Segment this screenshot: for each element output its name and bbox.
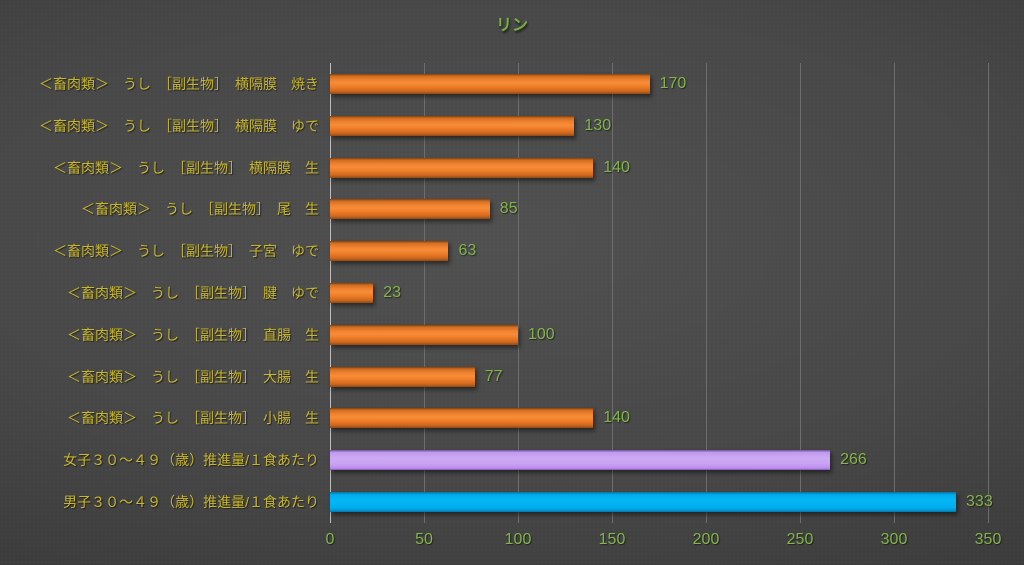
bar-row: ＜畜肉類＞ うし ［副生物］ 腱 ゆで 23 [0, 272, 1024, 314]
category-label: ＜畜肉類＞ うし ［副生物］ 腱 ゆで [67, 284, 319, 301]
bar-track: 63 [330, 241, 1024, 262]
value-label: 130 [584, 116, 612, 134]
bar-row: ＜畜肉類＞ うし ［副生物］ 子宮 ゆで 63 [0, 230, 1024, 272]
x-tick-label: 250 [786, 531, 814, 548]
value-label: 170 [659, 74, 687, 92]
category-label: 女子３０～４９（歳）推進量/１食あたり [63, 452, 319, 469]
category-label: 男子３０～４９（歳）推進量/１食あたり [63, 494, 319, 511]
x-tick-label: 50 [415, 531, 433, 548]
bar-row: ＜畜肉類＞ うし ［副生物］ 尾 生 85 [0, 188, 1024, 230]
gridline [706, 63, 707, 523]
gridline [424, 63, 425, 523]
bar[interactable] [330, 492, 957, 513]
gridline [800, 63, 801, 523]
value-label: 23 [383, 283, 402, 301]
value-label: 140 [603, 158, 630, 176]
gridline [518, 63, 519, 523]
value-label: 100 [528, 325, 555, 343]
value-label: 140 [603, 409, 630, 427]
bar-track: 140 [330, 408, 1024, 429]
category-label: ＜畜肉類＞ うし ［副生物］ 大腸 生 [67, 368, 319, 385]
x-tick-label: 0 [325, 531, 335, 548]
x-tick-label: 300 [880, 531, 908, 548]
gridline [894, 63, 895, 523]
bar[interactable] [330, 450, 831, 471]
value-label: 85 [499, 200, 518, 218]
value-label: 333 [966, 493, 993, 511]
bar-track: 170 [330, 73, 1024, 94]
bar[interactable] [330, 73, 650, 94]
chart-title: リン [495, 17, 528, 34]
bar[interactable] [330, 366, 475, 387]
bar-row: ＜畜肉類＞ うし ［副生物］ 大腸 生 77 [0, 356, 1024, 398]
bar[interactable] [330, 157, 594, 178]
value-label: 266 [840, 451, 867, 469]
bar-track: 85 [330, 199, 1024, 220]
bar-row: 女子３０～４９（歳）推進量/１食あたり 266 [0, 439, 1024, 481]
bar[interactable] [330, 408, 594, 429]
value-label: 63 [458, 242, 477, 260]
bar-track: 140 [330, 157, 1024, 178]
bar[interactable] [330, 115, 575, 136]
bar-row: ＜畜肉類＞ うし ［副生物］ 横隔膜 ゆで 130 [0, 105, 1024, 147]
bar[interactable] [330, 324, 518, 345]
bar-track: 100 [330, 324, 1024, 345]
bar-track: 130 [330, 115, 1024, 136]
category-label: ＜畜肉類＞ うし ［副生物］ 横隔膜 焼き [39, 75, 319, 92]
bar[interactable] [330, 241, 449, 262]
category-label: ＜畜肉類＞ うし ［副生物］ 横隔膜 ゆで [39, 117, 319, 134]
bar-row: ＜畜肉類＞ うし ［副生物］ 小腸 生 140 [0, 398, 1024, 440]
bar-track: 77 [330, 366, 1024, 387]
x-tick-label: 100 [504, 531, 532, 548]
bar-track: 266 [330, 450, 1024, 471]
category-label: ＜畜肉類＞ うし ［副生物］ 小腸 生 [67, 410, 319, 427]
bar-row: 男子３０～４９（歳）推進量/１食あたり 333 [0, 481, 1024, 523]
bar-row: ＜畜肉類＞ うし ［副生物］ 直腸 生 100 [0, 314, 1024, 356]
bar[interactable] [330, 199, 490, 220]
bar-row: ＜畜肉類＞ うし ［副生物］ 横隔膜 焼き 170 [0, 63, 1024, 105]
category-label: ＜畜肉類＞ うし ［副生物］ 横隔膜 生 [53, 159, 319, 176]
x-axis: 0 50 100 150 200 250 300 350 [326, 531, 1002, 553]
x-tick-label: 350 [974, 531, 1002, 548]
gridline [612, 63, 613, 523]
category-label: ＜畜肉類＞ うし ［副生物］ 尾 生 [81, 201, 319, 218]
gridline [988, 63, 989, 523]
value-label: 77 [484, 367, 503, 385]
x-tick-label: 200 [692, 531, 720, 548]
category-label: ＜畜肉類＞ うし ［副生物］ 子宮 ゆで [53, 243, 319, 260]
bar-track: 23 [330, 282, 1024, 303]
bar-row: ＜畜肉類＞ うし ［副生物］ 横隔膜 生 140 [0, 147, 1024, 189]
category-label: ＜畜肉類＞ うし ［副生物］ 直腸 生 [67, 326, 319, 343]
bar-rows: ＜畜肉類＞ うし ［副生物］ 横隔膜 焼き 170 ＜畜肉類＞ うし ［副生物］ 横… [0, 63, 1024, 523]
x-tick-label: 150 [598, 531, 626, 548]
bar-track: 333 [330, 492, 1024, 513]
bar[interactable] [330, 282, 374, 303]
